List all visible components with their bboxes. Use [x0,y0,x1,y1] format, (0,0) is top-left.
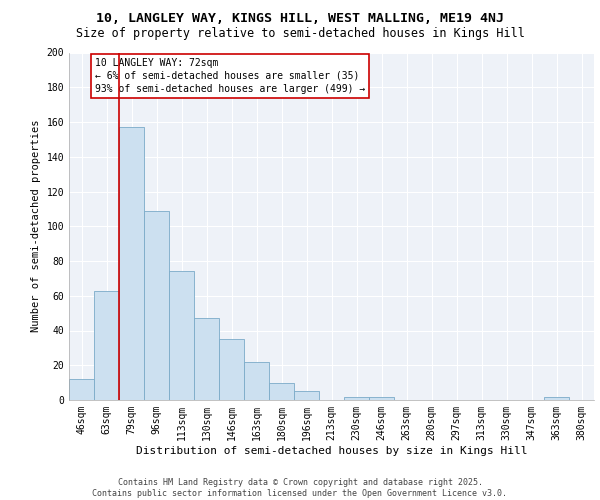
Bar [169,272,194,400]
Text: Size of property relative to semi-detached houses in Kings Hill: Size of property relative to semi-detach… [76,28,524,40]
Bar [544,396,569,400]
Bar [244,362,269,400]
Y-axis label: Number of semi-detached properties: Number of semi-detached properties [31,120,41,332]
Bar [194,318,219,400]
Text: 10 LANGLEY WAY: 72sqm
← 6% of semi-detached houses are smaller (35)
93% of semi-: 10 LANGLEY WAY: 72sqm ← 6% of semi-detac… [95,58,365,94]
Bar [144,210,169,400]
Bar [94,290,119,400]
Bar [294,392,319,400]
Bar [369,396,394,400]
Text: 10, LANGLEY WAY, KINGS HILL, WEST MALLING, ME19 4NJ: 10, LANGLEY WAY, KINGS HILL, WEST MALLIN… [96,12,504,26]
Text: Contains HM Land Registry data © Crown copyright and database right 2025.
Contai: Contains HM Land Registry data © Crown c… [92,478,508,498]
Bar [119,127,144,400]
Bar [344,396,369,400]
X-axis label: Distribution of semi-detached houses by size in Kings Hill: Distribution of semi-detached houses by … [136,446,527,456]
Bar [269,382,294,400]
Bar [219,339,244,400]
Bar [69,379,94,400]
